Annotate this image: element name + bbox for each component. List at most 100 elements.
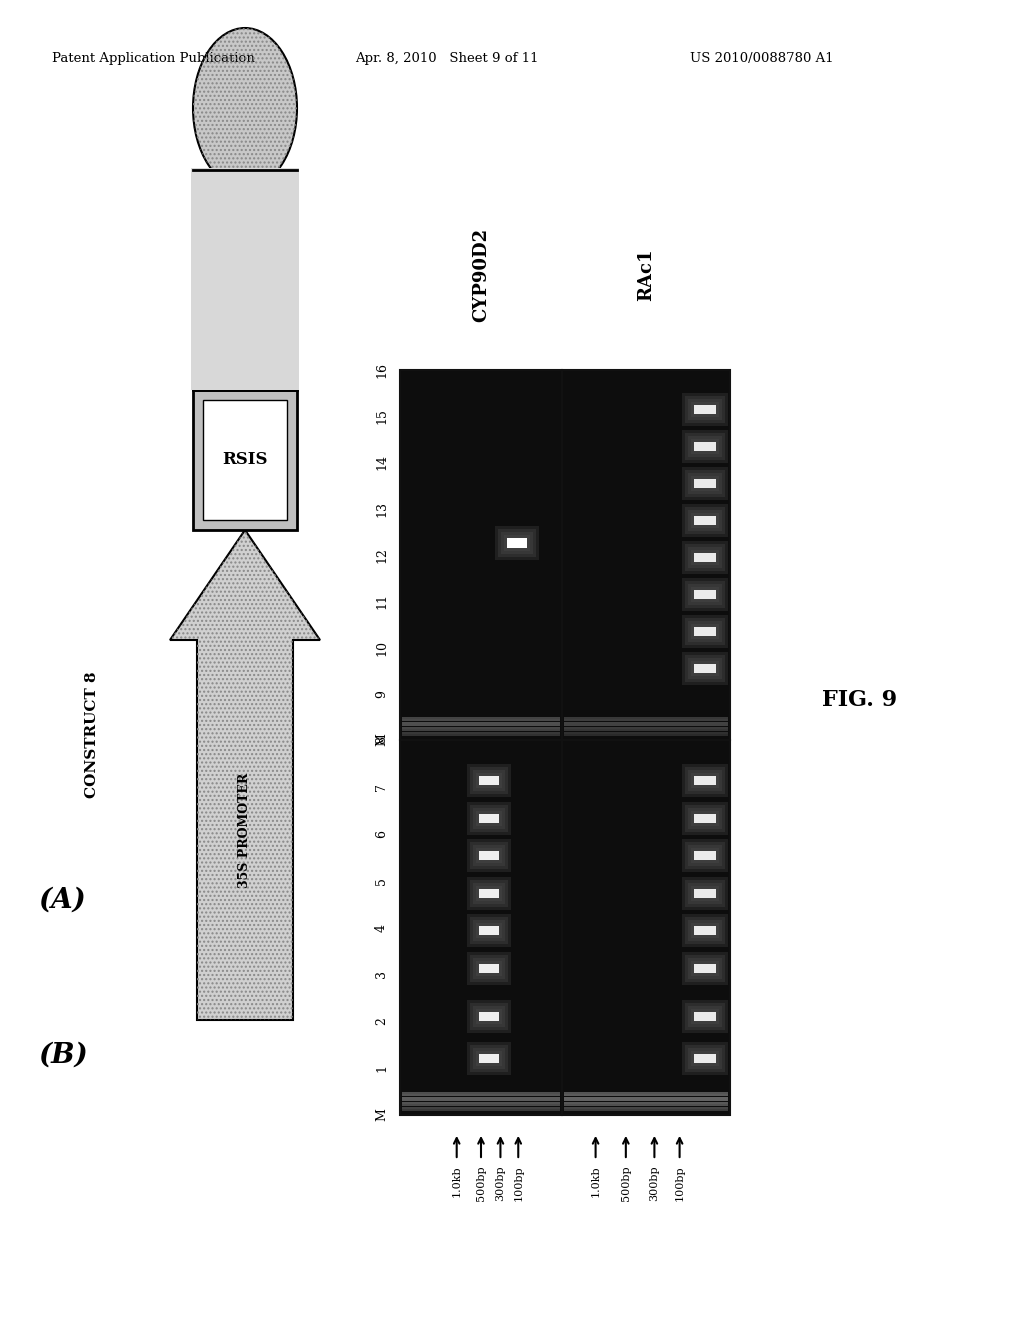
Polygon shape <box>682 393 728 426</box>
Polygon shape <box>400 741 562 1115</box>
Polygon shape <box>682 504 728 537</box>
Text: 12: 12 <box>375 546 388 562</box>
Text: 7: 7 <box>375 783 388 791</box>
Polygon shape <box>479 776 499 785</box>
Text: 15: 15 <box>375 408 388 424</box>
Polygon shape <box>402 1109 560 1111</box>
Text: 300bp: 300bp <box>496 1166 506 1201</box>
Polygon shape <box>688 474 722 495</box>
Polygon shape <box>402 1106 560 1109</box>
Polygon shape <box>682 541 728 574</box>
Polygon shape <box>479 813 499 822</box>
Polygon shape <box>402 723 560 726</box>
Polygon shape <box>402 731 560 734</box>
Text: 100bp: 100bp <box>675 1166 685 1201</box>
Polygon shape <box>682 615 728 648</box>
Polygon shape <box>467 764 511 797</box>
Polygon shape <box>402 726 560 729</box>
Polygon shape <box>467 840 511 873</box>
Polygon shape <box>694 479 716 488</box>
Polygon shape <box>685 1044 725 1072</box>
Polygon shape <box>694 964 716 973</box>
Polygon shape <box>467 1001 511 1034</box>
Polygon shape <box>495 525 539 560</box>
Polygon shape <box>694 1012 716 1022</box>
Polygon shape <box>564 719 728 721</box>
Polygon shape <box>402 717 560 718</box>
Polygon shape <box>479 888 499 898</box>
Polygon shape <box>694 516 716 525</box>
Polygon shape <box>467 801 511 834</box>
Polygon shape <box>682 652 728 685</box>
Polygon shape <box>564 1109 728 1111</box>
Polygon shape <box>682 913 728 946</box>
Polygon shape <box>694 888 716 898</box>
Polygon shape <box>470 1003 508 1030</box>
Text: RSIS: RSIS <box>222 451 267 469</box>
Polygon shape <box>473 770 505 791</box>
Polygon shape <box>682 467 728 500</box>
Polygon shape <box>470 879 508 907</box>
Text: (B): (B) <box>38 1041 88 1068</box>
Polygon shape <box>685 544 725 572</box>
Polygon shape <box>688 883 722 903</box>
Text: 8: 8 <box>375 737 388 744</box>
Polygon shape <box>473 1048 505 1068</box>
Polygon shape <box>402 1094 560 1096</box>
Text: RAc1: RAc1 <box>637 248 655 301</box>
Polygon shape <box>470 804 508 832</box>
Text: 9: 9 <box>375 690 388 698</box>
Text: 2: 2 <box>375 1018 388 1026</box>
Text: M: M <box>375 734 388 746</box>
Polygon shape <box>688 808 722 829</box>
Polygon shape <box>479 851 499 861</box>
Polygon shape <box>402 1092 560 1093</box>
Polygon shape <box>564 1100 728 1101</box>
Polygon shape <box>402 1101 560 1104</box>
Polygon shape <box>682 840 728 873</box>
Polygon shape <box>694 553 716 562</box>
Polygon shape <box>402 729 560 731</box>
Polygon shape <box>688 1006 722 1027</box>
Polygon shape <box>562 370 730 741</box>
Polygon shape <box>564 717 728 718</box>
Polygon shape <box>685 470 725 498</box>
Text: 1.0kb: 1.0kb <box>591 1166 601 1197</box>
Polygon shape <box>470 954 508 982</box>
Polygon shape <box>694 813 716 822</box>
Polygon shape <box>688 400 722 420</box>
Text: 11: 11 <box>375 593 388 610</box>
Polygon shape <box>685 917 725 944</box>
Text: CYP90D2 3'UTR-
TERMINATOR: CYP90D2 3'UTR- TERMINATOR <box>231 224 259 335</box>
Text: 1: 1 <box>375 1064 388 1072</box>
Polygon shape <box>402 734 560 737</box>
Polygon shape <box>193 170 297 389</box>
Polygon shape <box>400 370 562 741</box>
Polygon shape <box>402 722 560 723</box>
Polygon shape <box>507 537 526 548</box>
Text: 300bp: 300bp <box>649 1166 659 1201</box>
Polygon shape <box>473 883 505 903</box>
Polygon shape <box>694 627 716 636</box>
Polygon shape <box>473 957 505 978</box>
Polygon shape <box>193 389 297 531</box>
Polygon shape <box>564 1092 728 1093</box>
Polygon shape <box>402 1100 560 1101</box>
Polygon shape <box>170 531 319 1020</box>
Polygon shape <box>470 842 508 869</box>
Text: 500bp: 500bp <box>476 1166 486 1201</box>
Text: 100bp: 100bp <box>513 1166 523 1201</box>
Polygon shape <box>467 952 511 985</box>
Text: M: M <box>375 1109 388 1122</box>
Polygon shape <box>402 1104 560 1106</box>
Polygon shape <box>564 734 728 737</box>
Polygon shape <box>688 659 722 680</box>
Polygon shape <box>479 964 499 973</box>
Polygon shape <box>685 842 725 869</box>
Text: 13: 13 <box>375 500 388 516</box>
Polygon shape <box>688 585 722 606</box>
Text: 16: 16 <box>375 362 388 378</box>
Polygon shape <box>564 1097 728 1098</box>
Polygon shape <box>694 405 716 414</box>
Polygon shape <box>402 719 560 721</box>
